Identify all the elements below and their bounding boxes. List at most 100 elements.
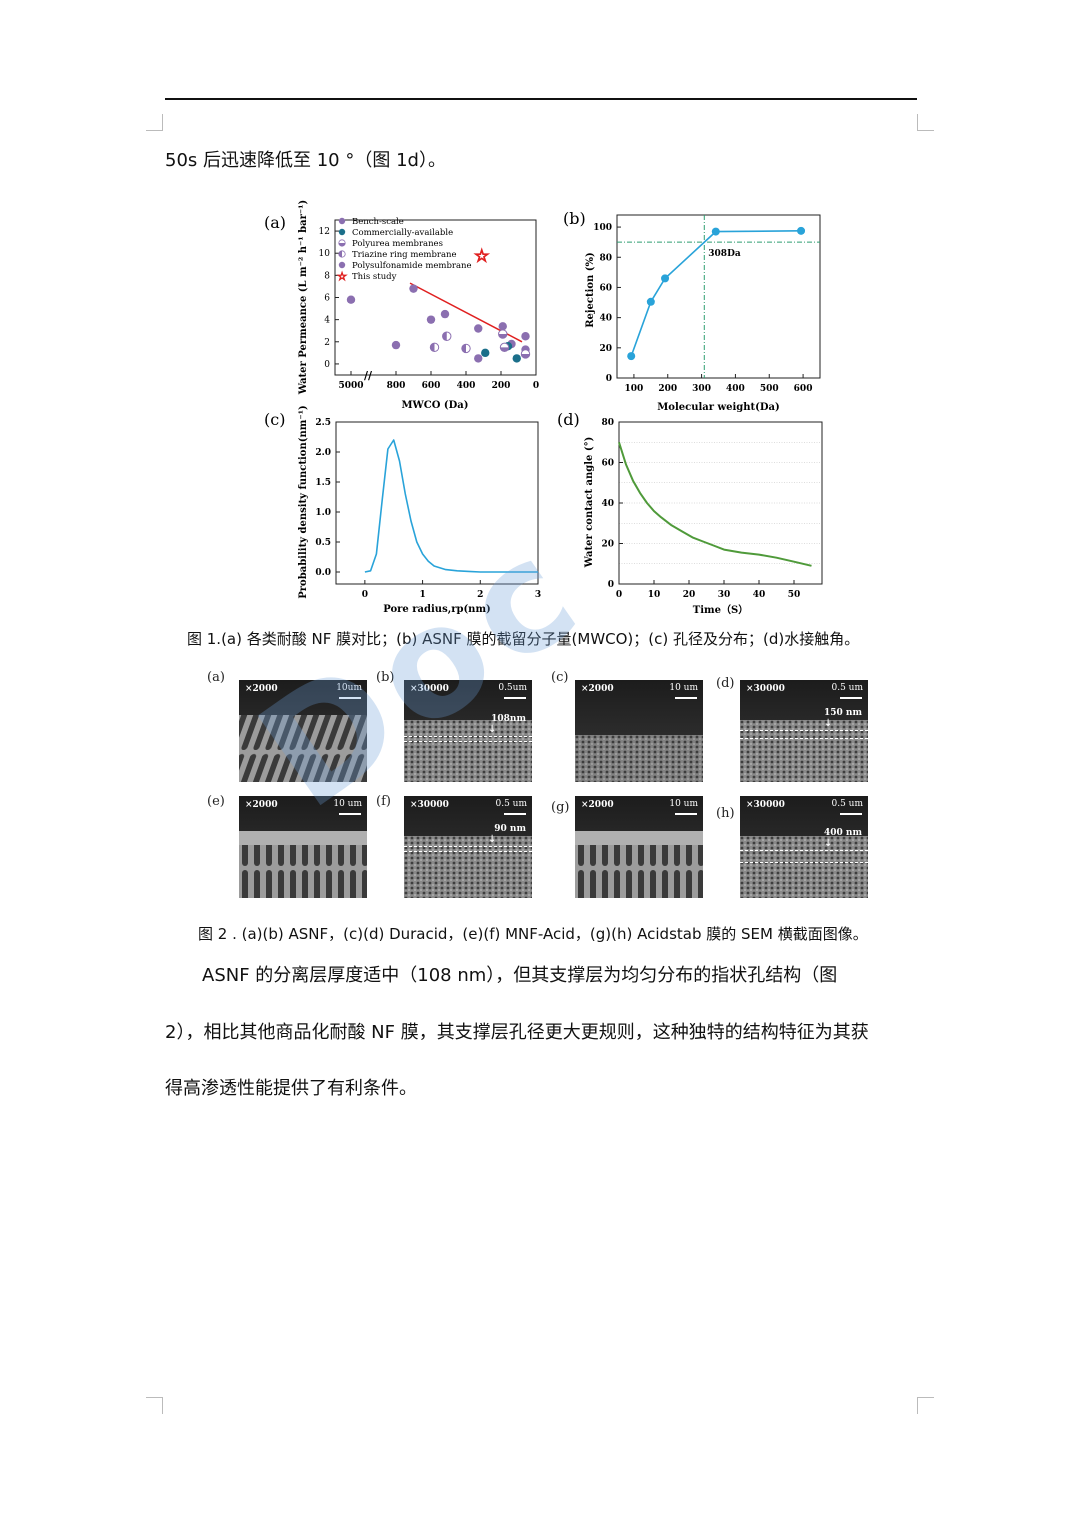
sem-micrograph xyxy=(239,680,367,782)
y-axis-title-a: Water Permeance (L m⁻² h⁻¹ bar⁻¹) xyxy=(298,200,309,395)
layer-boundary-bottom xyxy=(740,738,868,739)
data-point xyxy=(391,340,401,350)
sem-magnification: ×2000 xyxy=(581,684,614,694)
sem-scale-bar-label: 10um xyxy=(336,683,362,693)
y-tick-label-a: 2 xyxy=(324,338,330,348)
data-point xyxy=(521,332,530,341)
data-point-half-fill xyxy=(442,332,447,341)
y-tick-label-d: 20 xyxy=(601,540,614,550)
x-tick-label-c: 0 xyxy=(362,590,368,600)
sem-scale-bar-label: 0.5 um xyxy=(831,799,863,809)
legend-entry: Polysulfonamide membrane xyxy=(352,261,472,271)
sem-micrograph xyxy=(740,680,868,782)
x-tick-label-d: 30 xyxy=(718,590,731,600)
sem-panel-label: (a) xyxy=(207,670,225,685)
y-tick-label-b: 40 xyxy=(599,314,612,324)
data-point xyxy=(474,354,483,363)
sem-image: ×2000 10 um xyxy=(239,796,367,898)
data-point-b xyxy=(711,227,720,236)
crop-mark-bottom-left xyxy=(146,1397,163,1414)
x-tick-label-a: 5000 xyxy=(338,381,363,391)
sem-micrograph xyxy=(404,680,532,782)
legend-entry: Bench-scale xyxy=(352,217,404,227)
panel-label-b: (b) xyxy=(563,209,586,228)
sem-panel-label: (g) xyxy=(551,800,570,815)
sem-panel-label: (d) xyxy=(716,676,735,691)
plot-frame-b xyxy=(616,214,821,379)
plot-frame-c xyxy=(335,421,539,585)
y-tick-label-a: 6 xyxy=(324,294,330,304)
arrow-icon: ↓ xyxy=(824,718,833,729)
data-point-b xyxy=(646,297,655,306)
sem-image: ×30000 0.5 um 90 nm ↓ xyxy=(404,796,532,898)
layer-thickness-label: 400 nm xyxy=(824,828,862,838)
data-point-half-fill xyxy=(500,347,509,352)
y-tick-label-c: 2.5 xyxy=(315,418,331,428)
y-tick-label-b: 100 xyxy=(593,223,612,233)
x-tick-label-b: 100 xyxy=(625,384,644,394)
sem-scale-bar xyxy=(675,697,697,699)
x-tick-label-b: 500 xyxy=(760,384,779,394)
layer-boundary-bottom xyxy=(740,862,868,863)
data-point xyxy=(426,315,436,324)
sem-scale-bar-label: 10 um xyxy=(333,799,362,809)
sem-scale-bar xyxy=(339,813,361,815)
panel-label-c: (c) xyxy=(264,410,285,429)
y-tick-label-c: 0.0 xyxy=(315,568,331,578)
x-tick-label-c: 1 xyxy=(419,590,425,600)
data-point-b xyxy=(627,352,636,361)
data-point-half-fill xyxy=(521,353,530,359)
x-axis-title-a: MWCO (Da) xyxy=(401,400,468,411)
data-point-half-fill xyxy=(461,344,466,353)
layer-boundary-top xyxy=(404,736,532,737)
x-tick-label-a: 800 xyxy=(387,381,406,391)
sem-scale-bar xyxy=(504,813,526,815)
sem-scale-bar-label: 10 um xyxy=(669,683,698,693)
x-axis-title-b: Molecular weight(Da) xyxy=(657,402,780,413)
sem-micrograph xyxy=(239,796,367,898)
sem-scale-bar xyxy=(675,813,697,815)
data-point-b xyxy=(797,226,806,235)
reference-label-b: 308Da xyxy=(708,249,741,259)
y-axis-title-c: Probability density function(nm⁻¹) xyxy=(298,405,309,598)
legend-marker xyxy=(338,217,346,225)
y-tick-label-a: 12 xyxy=(319,227,330,237)
legend-entry: Commercially-available xyxy=(352,228,453,238)
arrow-icon: ↓ xyxy=(488,834,497,845)
sem-scale-bar xyxy=(504,697,526,699)
y-tick-label-c: 1.0 xyxy=(315,508,331,518)
sem-image: ×30000 0.5um 108nm ↓ xyxy=(404,680,532,782)
y-tick-label-a: 10 xyxy=(319,249,331,259)
arrow-icon: ↓ xyxy=(488,724,497,735)
sem-magnification: ×2000 xyxy=(245,684,278,694)
body-line-1: ASNF 的分离层厚度适中（108 nm），但其支撑层为均匀分布的指状孔结构（图 xyxy=(202,965,838,986)
x-tick-label-d: 20 xyxy=(683,590,696,600)
y-tick-label-d: 0 xyxy=(608,580,614,590)
legend-marker xyxy=(338,228,346,236)
y-tick-label-c: 2.0 xyxy=(315,448,331,458)
x-tick-label-b: 200 xyxy=(658,384,677,394)
layer-boundary-top xyxy=(740,730,868,731)
sem-scale-bar-label: 0.5 um xyxy=(831,683,863,693)
y-tick-label-b: 80 xyxy=(599,253,612,263)
x-axis-title-c: Pore radius,rp(nm) xyxy=(383,604,491,615)
sem-micrograph xyxy=(404,796,532,898)
chart-a: 0 2 4 6 8 10 12 5000 800 600 400 200 0 // MWCO (Da) Wat… xyxy=(298,200,539,411)
sem-magnification: ×2000 xyxy=(581,800,614,810)
sem-magnification: ×2000 xyxy=(245,800,278,810)
x-tick-label-a: 200 xyxy=(492,381,511,391)
y-tick-label-b: 0 xyxy=(606,374,612,384)
x-tick-label-a: 600 xyxy=(422,381,441,391)
figure-1-caption: 图 1.(a) 各类耐酸 NF 膜对比；(b) ASNF 膜的截留分子量(MWC… xyxy=(187,630,860,648)
chart-c: 0.0 0.5 1.0 1.5 2.0 2.5 0 1 2 3 Pore radius,rp(nm)… xyxy=(298,405,541,615)
crop-mark-top-left xyxy=(146,114,163,131)
sem-micrograph xyxy=(740,796,868,898)
x-tick-label-d: 0 xyxy=(616,590,622,600)
series-line-d xyxy=(618,441,812,567)
data-point xyxy=(409,284,418,293)
sem-scale-bar-label: 0.5um xyxy=(498,683,527,693)
arrow-icon: ↓ xyxy=(824,838,833,849)
data-point-b xyxy=(661,274,670,283)
x-axis-title-d: Time（S） xyxy=(693,603,748,616)
